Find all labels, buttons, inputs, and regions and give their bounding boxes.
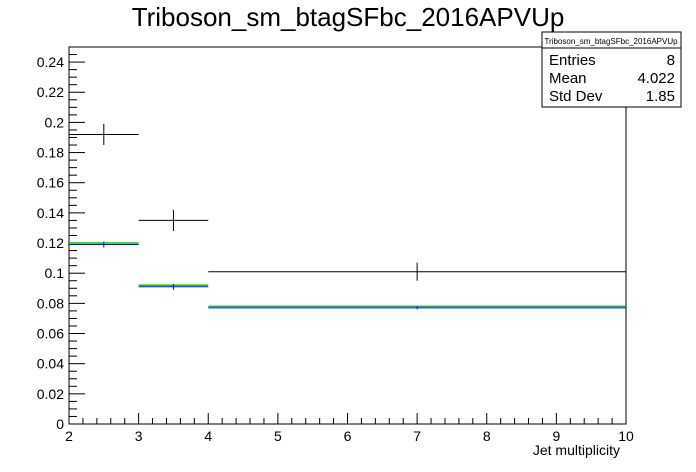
- stats-mean-value: 4.022: [637, 70, 675, 87]
- x-axis: 2 3 4 5 6 7 8 9 10: [65, 413, 634, 444]
- stats-entries-value: 8: [667, 52, 675, 69]
- series-layer: [69, 123, 626, 310]
- y-tick-label: 0.1: [45, 265, 65, 281]
- stats-stddev-value: 1.85: [646, 88, 675, 105]
- x-tick-label: 7: [413, 428, 421, 444]
- x-tick-label: 2: [65, 428, 73, 444]
- y-tick-label: 0.04: [37, 356, 64, 372]
- x-tick-label: 6: [344, 428, 352, 444]
- x-tick-label: 8: [483, 428, 491, 444]
- y-tick-label: 0.12: [37, 235, 64, 251]
- y-tick-label: 0.2: [45, 114, 65, 130]
- stats-mean-label: Mean: [549, 70, 587, 87]
- y-tick-label: 0.24: [37, 54, 64, 70]
- y-tick-label: 0: [56, 416, 64, 432]
- y-tick-label: 0.14: [37, 205, 64, 221]
- stats-stddev-label: Std Dev: [549, 88, 603, 105]
- y-axis: 0 0.02 0.04 0.06 0.08 0.1 0.12 0.14 0.16 0.18 0.2 0…: [37, 46, 85, 432]
- stats-box-frame: [541, 31, 682, 108]
- x-tick-label: 10: [618, 428, 634, 444]
- y-tick-label: 0.18: [37, 145, 64, 161]
- y-tick-label: 0.16: [37, 175, 64, 191]
- x-tick-label: 9: [552, 428, 560, 444]
- y-tick-label: 0.08: [37, 295, 64, 311]
- x-tick-label: 5: [274, 428, 282, 444]
- y-tick-label: 0.22: [37, 84, 64, 100]
- stats-entries-label: Entries: [549, 52, 596, 69]
- stats-box: Triboson_sm_btagSFbc_2016APVUp Entries 8…: [541, 31, 682, 108]
- x-tick-label: 4: [204, 428, 212, 444]
- y-tick-label: 0.06: [37, 326, 64, 342]
- x-tick-label: 3: [135, 428, 143, 444]
- y-tick-label: 0.02: [37, 386, 64, 402]
- stats-box-title: Triboson_sm_btagSFbc_2016APVUp: [544, 37, 678, 46]
- x-axis-title: Jet multiplicity: [533, 442, 620, 458]
- chart-title: Triboson_sm_btagSFbc_2016APVUp: [132, 2, 565, 32]
